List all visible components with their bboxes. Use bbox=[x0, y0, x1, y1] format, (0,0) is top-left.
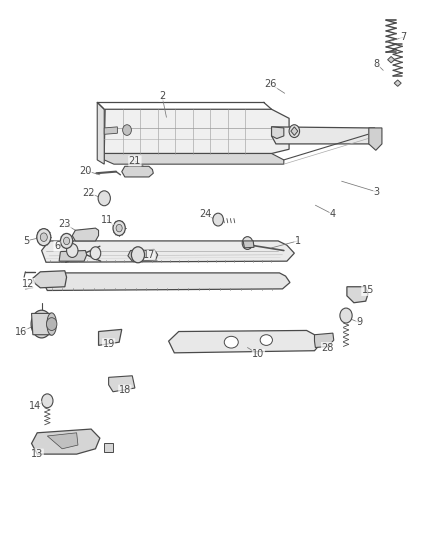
Polygon shape bbox=[128, 249, 158, 261]
Ellipse shape bbox=[260, 335, 272, 345]
Circle shape bbox=[98, 191, 110, 206]
Text: 8: 8 bbox=[374, 59, 380, 69]
Text: 6: 6 bbox=[54, 241, 60, 251]
Polygon shape bbox=[104, 109, 289, 154]
Circle shape bbox=[123, 125, 131, 135]
Text: 18: 18 bbox=[119, 385, 131, 395]
Text: 26: 26 bbox=[265, 79, 277, 89]
Text: 9: 9 bbox=[356, 318, 362, 327]
Polygon shape bbox=[314, 333, 334, 348]
Polygon shape bbox=[104, 443, 113, 452]
Circle shape bbox=[67, 244, 78, 257]
Circle shape bbox=[90, 247, 101, 260]
Circle shape bbox=[40, 233, 47, 241]
Polygon shape bbox=[272, 127, 284, 139]
Polygon shape bbox=[59, 251, 87, 261]
Text: 11: 11 bbox=[101, 215, 113, 224]
Polygon shape bbox=[388, 56, 395, 63]
Text: 17: 17 bbox=[143, 250, 155, 260]
Text: 16: 16 bbox=[15, 327, 27, 336]
Text: 19: 19 bbox=[102, 339, 115, 349]
Circle shape bbox=[60, 233, 73, 248]
Polygon shape bbox=[99, 329, 122, 345]
Ellipse shape bbox=[224, 336, 238, 348]
Polygon shape bbox=[97, 102, 104, 164]
Polygon shape bbox=[394, 80, 401, 86]
Text: 3: 3 bbox=[374, 187, 380, 197]
Text: 15: 15 bbox=[362, 286, 374, 295]
Text: 4: 4 bbox=[330, 209, 336, 219]
Polygon shape bbox=[32, 429, 100, 454]
Text: 20: 20 bbox=[79, 166, 92, 175]
Polygon shape bbox=[33, 271, 67, 288]
Polygon shape bbox=[347, 287, 368, 303]
Text: 5: 5 bbox=[23, 236, 29, 246]
Polygon shape bbox=[272, 127, 381, 144]
Text: 28: 28 bbox=[321, 343, 334, 352]
Circle shape bbox=[340, 308, 352, 323]
Circle shape bbox=[131, 247, 145, 263]
Polygon shape bbox=[109, 376, 135, 392]
Text: 13: 13 bbox=[31, 449, 43, 459]
Circle shape bbox=[289, 125, 300, 138]
Polygon shape bbox=[42, 241, 294, 262]
Text: 12: 12 bbox=[22, 279, 35, 288]
Polygon shape bbox=[32, 313, 53, 335]
Polygon shape bbox=[291, 127, 298, 135]
Text: 22: 22 bbox=[82, 188, 95, 198]
Polygon shape bbox=[369, 128, 382, 150]
Circle shape bbox=[37, 229, 51, 246]
Circle shape bbox=[213, 213, 223, 226]
Polygon shape bbox=[104, 127, 117, 134]
Text: 10: 10 bbox=[252, 350, 265, 359]
Polygon shape bbox=[47, 433, 78, 449]
Circle shape bbox=[42, 394, 53, 408]
Circle shape bbox=[64, 237, 70, 245]
Text: 21: 21 bbox=[129, 156, 141, 166]
Polygon shape bbox=[169, 330, 322, 353]
Polygon shape bbox=[72, 228, 99, 241]
Ellipse shape bbox=[47, 313, 57, 335]
Text: 2: 2 bbox=[159, 91, 165, 101]
Circle shape bbox=[113, 221, 125, 236]
Text: 7: 7 bbox=[400, 33, 406, 42]
Circle shape bbox=[242, 237, 253, 249]
Text: 24: 24 bbox=[199, 209, 211, 219]
Text: 14: 14 bbox=[29, 401, 41, 411]
Polygon shape bbox=[122, 166, 153, 177]
Polygon shape bbox=[104, 154, 284, 164]
Circle shape bbox=[116, 224, 122, 232]
Polygon shape bbox=[43, 273, 290, 290]
Text: 23: 23 bbox=[59, 219, 71, 229]
Polygon shape bbox=[243, 241, 254, 248]
Text: 1: 1 bbox=[295, 236, 301, 246]
Circle shape bbox=[46, 318, 57, 330]
Ellipse shape bbox=[31, 310, 52, 338]
